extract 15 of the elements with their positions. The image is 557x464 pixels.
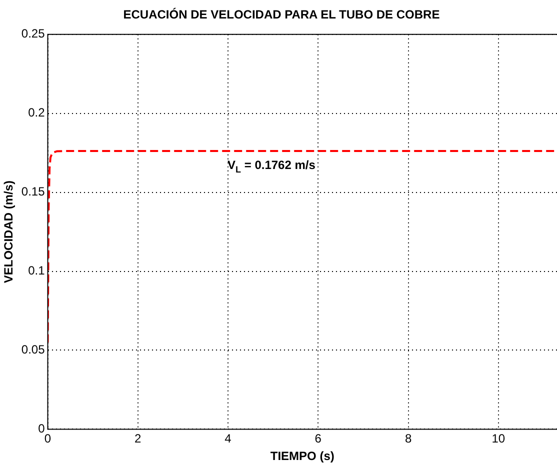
y-tick-label: 0.15	[21, 184, 46, 199]
y-tick-label: 0.25	[21, 26, 46, 41]
y-tick-label: 0.1	[28, 264, 46, 278]
x-tick-label: 8	[404, 432, 412, 446]
x-tick-label: 10	[492, 432, 506, 446]
x-axis-title: TIEMPO (s)	[270, 449, 334, 464]
y-axis-title: VELOCIDAD (m/s)	[2, 180, 16, 284]
line-series	[48, 150, 557, 344]
y-tick-label: 0.05	[21, 342, 46, 357]
y-tick-label: 0	[38, 422, 46, 436]
chart-title: ECUACIÓN DE VELOCIDAD PARA EL TUBO DE COBRE	[123, 8, 440, 22]
x-tick-label: 6	[314, 432, 322, 446]
y-tick-label: 0.2	[28, 106, 46, 120]
x-tick-label: 2	[134, 432, 142, 446]
x-tick-label: 4	[224, 432, 232, 446]
